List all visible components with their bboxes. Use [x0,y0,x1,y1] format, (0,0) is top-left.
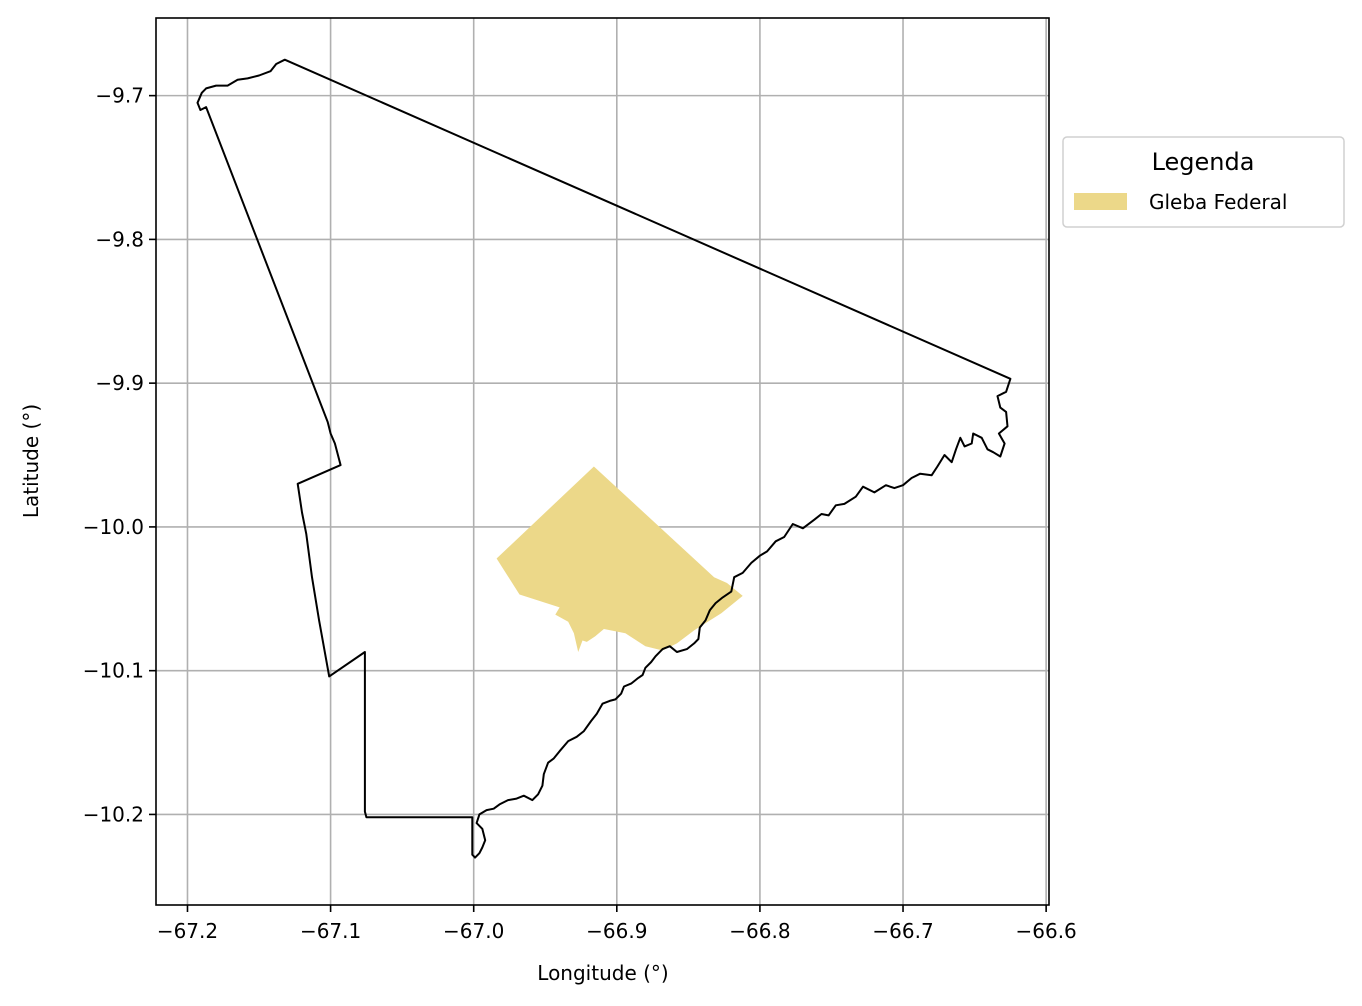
legend-box [1062,136,1345,228]
legend-swatch-gleba-federal [1074,193,1127,210]
axis-ticks: −67.2 −67.1 −67.0 −66.9 −66.8 −66.7 −66.6 −9.7 −… [83,84,1077,943]
boundary-outline [196,58,1012,859]
x-tick-label: −66.7 [872,919,933,943]
x-tick-label: −66.6 [1015,919,1076,943]
plot-frame [155,17,1050,906]
x-tick-label: −66.8 [729,919,790,943]
y-tick-label: −10.2 [83,802,144,826]
y-tick-label: −9.9 [95,371,144,395]
x-tick-label: −66.9 [586,919,647,943]
x-tick-label: −67.1 [300,919,361,943]
x-tick-label: −67.2 [157,919,218,943]
y-tick-label: −10.0 [83,515,144,539]
y-tick-label: −9.8 [95,227,144,251]
legend: Legenda Gleba Federal [1062,136,1345,228]
y-tick-label: −9.7 [95,84,144,108]
legend-title: Legenda [1152,148,1255,176]
gleba-federal-area [496,466,743,652]
y-axis-label: Latitude (°) [19,404,43,518]
legend-item-gleba-federal: Gleba Federal [1149,190,1287,214]
map-shapes [196,58,1012,859]
y-tick-label: −10.1 [83,659,144,683]
x-axis-label: Longitude (°) [537,961,668,985]
x-tick-label: −67.0 [443,919,504,943]
